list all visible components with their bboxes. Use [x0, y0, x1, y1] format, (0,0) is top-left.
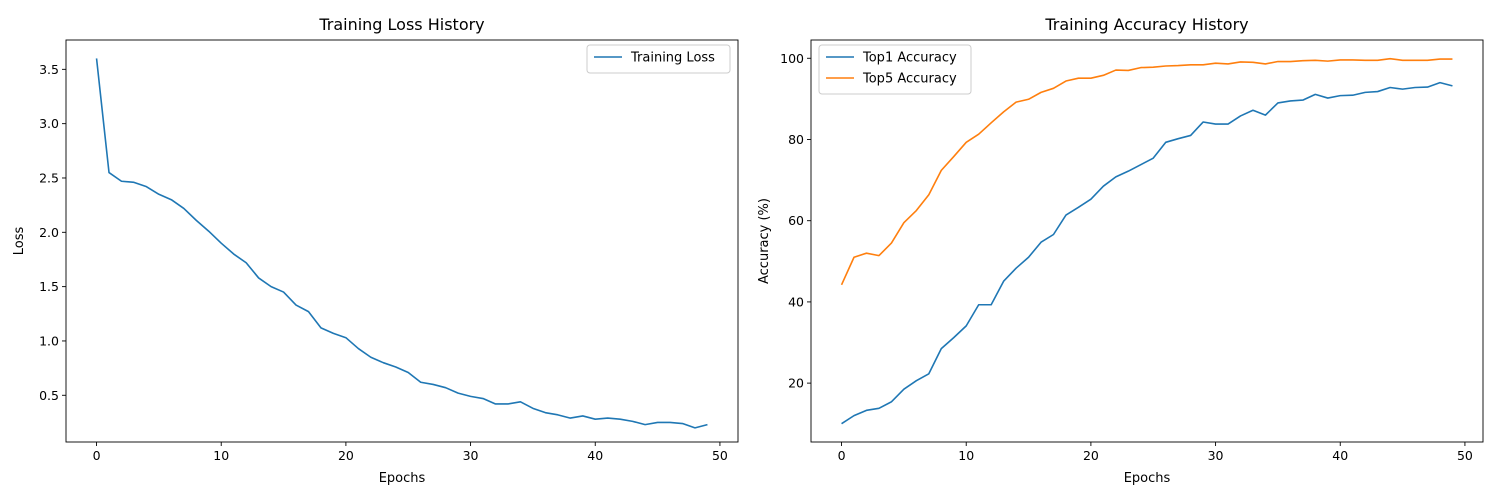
legend-label-1: Training Loss — [630, 51, 715, 66]
x-axis-label: Epochs — [1124, 471, 1171, 486]
x-tick-label: 10 — [213, 448, 229, 463]
y-tick-label: 1.5 — [39, 279, 59, 294]
series-line-2 — [840, 57, 1453, 286]
x-tick-label: 20 — [338, 448, 354, 463]
legend-label-1: Top1 Accuracy — [862, 51, 957, 66]
y-tick-label: 100 — [780, 51, 804, 66]
x-tick-label: 30 — [463, 448, 479, 463]
series-line-1 — [841, 81, 1453, 425]
y-tick-label: 3.0 — [39, 116, 59, 131]
y-tick-label: 0.5 — [39, 388, 59, 403]
y-axis-label: Loss — [12, 227, 27, 256]
y-tick-label: 3.5 — [39, 62, 59, 77]
legend-box — [586, 44, 731, 74]
plot-frame — [810, 39, 1484, 443]
x-tick-label: 30 — [1208, 448, 1224, 463]
y-tick-label: 2.0 — [39, 225, 59, 240]
legend: Training Loss — [586, 44, 731, 74]
y-tick-label: 40 — [788, 294, 804, 309]
series-line-1 — [95, 58, 708, 429]
chart-title: Training Loss History — [318, 15, 484, 34]
y-tick-label: 80 — [788, 132, 804, 147]
legend-box — [818, 44, 972, 95]
x-tick-label: 40 — [587, 448, 603, 463]
plot-frame — [65, 39, 739, 443]
x-tick-label: 0 — [93, 448, 101, 463]
y-axis-label: Accuracy (%) — [757, 198, 772, 284]
x-tick-label: 40 — [1332, 448, 1348, 463]
x-tick-label: 0 — [838, 448, 846, 463]
y-tick-label: 20 — [788, 376, 804, 391]
chart-1: Training Loss History 0 10 20 30 40 50 0.5 1.0 1.… — [12, 15, 739, 486]
y-tick-label: 2.5 — [39, 170, 59, 185]
x-axis-label: Epochs — [379, 471, 426, 486]
x-tick-label: 50 — [1457, 448, 1473, 463]
chart-title: Training Accuracy History — [1044, 15, 1248, 34]
chart-2: Training Accuracy History 0 10 20 30 40 50 20 40… — [757, 15, 1484, 486]
legend-label-2: Top5 Accuracy — [862, 72, 957, 87]
legend: Top1 Accuracy Top5 Accuracy — [818, 44, 972, 95]
x-tick-label: 10 — [958, 448, 974, 463]
y-tick-label: 60 — [788, 213, 804, 228]
x-tick-label: 50 — [712, 448, 728, 463]
y-tick-label: 1.0 — [39, 333, 59, 348]
x-tick-label: 20 — [1083, 448, 1099, 463]
